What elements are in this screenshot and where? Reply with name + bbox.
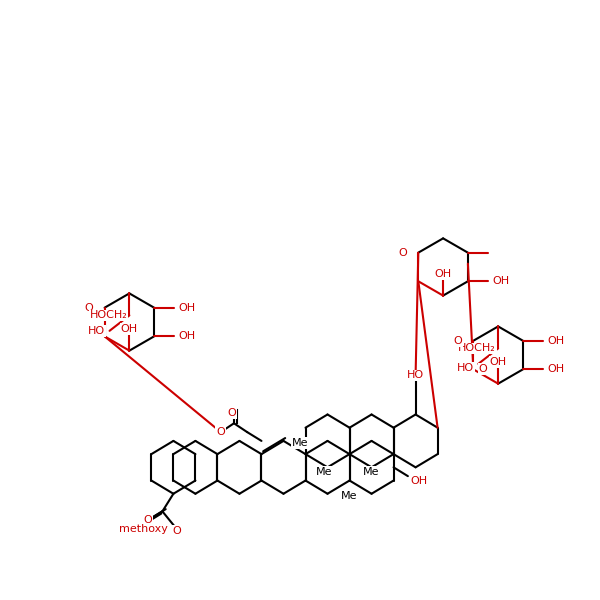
Text: O: O — [172, 526, 181, 536]
Text: Me: Me — [341, 491, 358, 501]
Text: O: O — [144, 515, 152, 525]
Text: O: O — [398, 248, 407, 257]
Text: OH: OH — [178, 331, 196, 341]
Text: OH: OH — [547, 336, 564, 346]
Text: O: O — [227, 408, 236, 418]
Text: O: O — [217, 427, 225, 437]
Text: OH: OH — [490, 357, 507, 367]
Text: Me: Me — [316, 467, 332, 477]
Text: Me: Me — [292, 438, 308, 448]
Text: OH: OH — [434, 269, 452, 279]
Text: O: O — [85, 303, 94, 313]
Text: OH: OH — [178, 303, 196, 313]
Text: O: O — [479, 364, 488, 374]
Text: HO: HO — [457, 363, 474, 373]
Text: OH: OH — [410, 476, 427, 485]
Text: O: O — [454, 336, 463, 346]
Text: Me: Me — [364, 467, 380, 477]
Text: HOCH₂: HOCH₂ — [458, 343, 496, 353]
Text: methoxy: methoxy — [119, 524, 168, 534]
Text: HOCH₂: HOCH₂ — [89, 310, 127, 320]
Text: HO: HO — [407, 370, 424, 380]
Text: OH: OH — [121, 324, 138, 334]
Text: CH₃: CH₃ — [149, 526, 169, 536]
Text: HO: HO — [88, 326, 105, 336]
Text: OH: OH — [492, 276, 509, 286]
Text: OH: OH — [547, 364, 564, 374]
